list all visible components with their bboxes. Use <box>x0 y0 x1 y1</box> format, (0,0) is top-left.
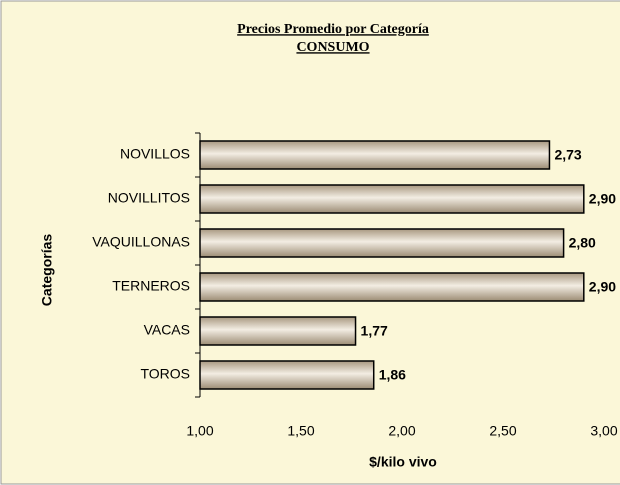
chart-title: Precios Promedio por Categoría <box>237 22 429 37</box>
bar <box>199 228 565 258</box>
y-tick-label: VACAS <box>144 322 190 338</box>
y-tick-label: TOROS <box>140 366 190 382</box>
y-tick-label: NOVILLITOS <box>108 190 190 206</box>
bar <box>199 184 585 214</box>
value-label: 2,73 <box>554 147 581 163</box>
x-tick-label: 3,00 <box>590 423 617 439</box>
bar <box>199 272 585 302</box>
x-tick-label: 2,00 <box>388 423 415 439</box>
bar <box>199 316 357 346</box>
value-label: 2,80 <box>569 235 596 251</box>
bar <box>199 140 551 170</box>
x-tick-label: 2,50 <box>489 423 516 439</box>
x-axis-title: $/kilo vivo <box>369 454 437 470</box>
value-label: 1,86 <box>379 367 406 383</box>
y-tick-label: TERNEROS <box>112 278 190 294</box>
x-tick-label: 1,00 <box>186 423 213 439</box>
y-axis-title: Categorías <box>39 234 55 307</box>
value-label: 2,90 <box>589 191 616 207</box>
chart-subtitle: CONSUMO <box>296 40 369 55</box>
value-label: 2,90 <box>589 279 616 295</box>
x-tick-label: 1,50 <box>287 423 314 439</box>
y-tick-label: VAQUILLONAS <box>92 234 190 250</box>
y-tick-label: NOVILLOS <box>120 146 190 162</box>
bar <box>199 360 375 390</box>
value-label: 1,77 <box>361 323 388 339</box>
